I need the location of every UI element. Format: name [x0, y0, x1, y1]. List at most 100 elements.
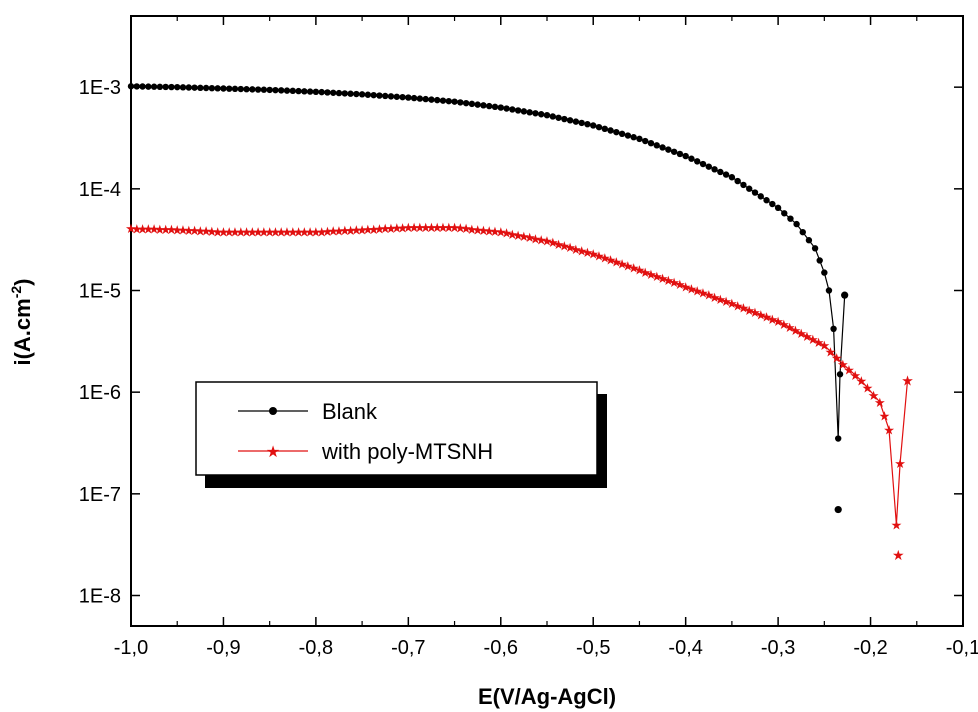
- series-marker-0: [774, 204, 782, 212]
- series-marker-1: ★: [599, 251, 611, 266]
- y-axis-title-superscript: -2: [8, 286, 24, 299]
- series-marker-1: ★: [455, 221, 467, 236]
- series-marker-0: [584, 120, 591, 128]
- y-tick-label: 1E-7: [79, 484, 121, 506]
- series-marker-0: [757, 193, 764, 200]
- series-marker-0: [399, 93, 406, 101]
- series-marker-0: [751, 189, 759, 196]
- series-marker-0: [811, 245, 819, 252]
- series-marker-0: [462, 99, 470, 107]
- series-marker-1: ★: [414, 220, 426, 235]
- series-marker-0: [451, 98, 458, 105]
- series-marker-1: ★: [281, 225, 293, 240]
- series-marker-0: [670, 148, 678, 155]
- series-marker-1: ★: [524, 230, 536, 245]
- series-marker-0: [335, 89, 343, 97]
- series-marker-0: [202, 84, 210, 92]
- series-marker-1: ★: [322, 224, 334, 239]
- series-marker-1: ★: [894, 456, 906, 471]
- plot-area: [130, 15, 964, 627]
- series-layer: ★★★★★★★★★★★★★★★★★★★★★★★★★★★★★★★★★★★★★★★★…: [125, 83, 914, 563]
- series-marker-1: ★: [391, 221, 403, 236]
- series-marker-0: [607, 127, 614, 134]
- series-marker-0: [497, 104, 504, 111]
- y-tick-label: 1E-4: [79, 179, 121, 201]
- series-marker-1: ★: [697, 286, 709, 301]
- series-marker-1: ★: [148, 222, 160, 237]
- series-marker-1: ★: [166, 222, 178, 237]
- series-marker-0: [590, 122, 597, 129]
- series-marker-1: ★: [304, 225, 316, 240]
- series-marker-0: [825, 287, 833, 294]
- series-marker-1: ★: [143, 222, 155, 237]
- x-tick-label: -0,8: [299, 637, 333, 659]
- series-marker-1: ★: [795, 326, 807, 341]
- series-marker-1: ★: [466, 222, 478, 237]
- series-marker-0: [624, 132, 632, 139]
- series-marker-0: [156, 83, 164, 91]
- series-marker-1: ★: [333, 223, 345, 238]
- series-marker-0: [503, 105, 510, 112]
- series-marker-0: [642, 137, 649, 145]
- series-marker-1: ★: [686, 281, 698, 296]
- series-marker-0: [278, 87, 285, 94]
- series-marker-1: ★: [831, 351, 843, 366]
- series-marker-0: [295, 87, 302, 95]
- series-marker-0: [836, 371, 844, 378]
- series-marker-0: [168, 83, 175, 91]
- series-marker-1: ★: [611, 255, 623, 270]
- series-marker-1: ★: [862, 381, 874, 396]
- series-marker-1: ★: [576, 243, 588, 258]
- series-marker-0: [220, 85, 227, 92]
- y-axis-title-base: i(A.cm: [10, 298, 35, 365]
- series-marker-1: ★: [247, 225, 259, 240]
- series-marker-1: ★: [605, 253, 617, 268]
- series-marker-0: [630, 134, 637, 141]
- series-marker-0: [301, 88, 308, 95]
- series-marker-1: ★: [868, 388, 880, 403]
- series-marker-0: [410, 94, 418, 102]
- series-marker-1: ★: [874, 395, 886, 410]
- series-marker-1: ★: [460, 221, 472, 236]
- series-marker-0: [330, 89, 337, 96]
- series-marker-0: [197, 84, 204, 92]
- series-marker-0: [486, 102, 493, 110]
- series-marker-1: ★: [235, 225, 247, 240]
- series-marker-0: [740, 181, 747, 189]
- series-marker-0: [306, 88, 314, 95]
- series-marker-1: ★: [137, 221, 149, 236]
- series-marker-0: [254, 86, 262, 93]
- series-marker-1: ★: [495, 225, 507, 240]
- series-marker-1: ★: [264, 225, 276, 240]
- series-marker-1: ★: [362, 222, 374, 237]
- series-marker-0: [566, 117, 574, 124]
- series-marker-1: ★: [790, 323, 802, 338]
- legend-marker-blank: [269, 407, 277, 415]
- series-marker-1: ★: [691, 284, 703, 299]
- series-marker-1: ★: [530, 231, 542, 246]
- legend-label-poly: with poly-MTSNH: [321, 439, 493, 464]
- series-marker-0: [243, 86, 250, 93]
- series-marker-0: [341, 90, 348, 97]
- x-tick-label: -0,3: [761, 637, 795, 659]
- series-marker-0: [532, 110, 539, 117]
- x-tick-label: -0,7: [391, 637, 425, 659]
- series-marker-1: ★: [131, 221, 143, 236]
- series-marker-0: [347, 90, 354, 97]
- series-marker-1: ★: [518, 229, 530, 244]
- series-marker-0: [555, 114, 562, 121]
- series-marker-0: [457, 99, 464, 106]
- series-marker-1: ★: [293, 225, 305, 240]
- series-marker-0: [688, 155, 695, 162]
- series-marker-1: ★: [449, 220, 461, 235]
- series-marker-0: [699, 160, 707, 168]
- series-marker-1: ★: [299, 225, 311, 240]
- series-marker-0: [763, 197, 770, 204]
- series-marker-1: ★: [223, 225, 235, 240]
- series-marker-1: ★: [628, 261, 640, 276]
- series-marker-1: ★: [275, 225, 287, 240]
- series-marker-0: [370, 91, 377, 99]
- series-marker-0: [769, 200, 776, 208]
- series-line-1: [130, 226, 909, 525]
- series-marker-1: ★: [241, 225, 253, 240]
